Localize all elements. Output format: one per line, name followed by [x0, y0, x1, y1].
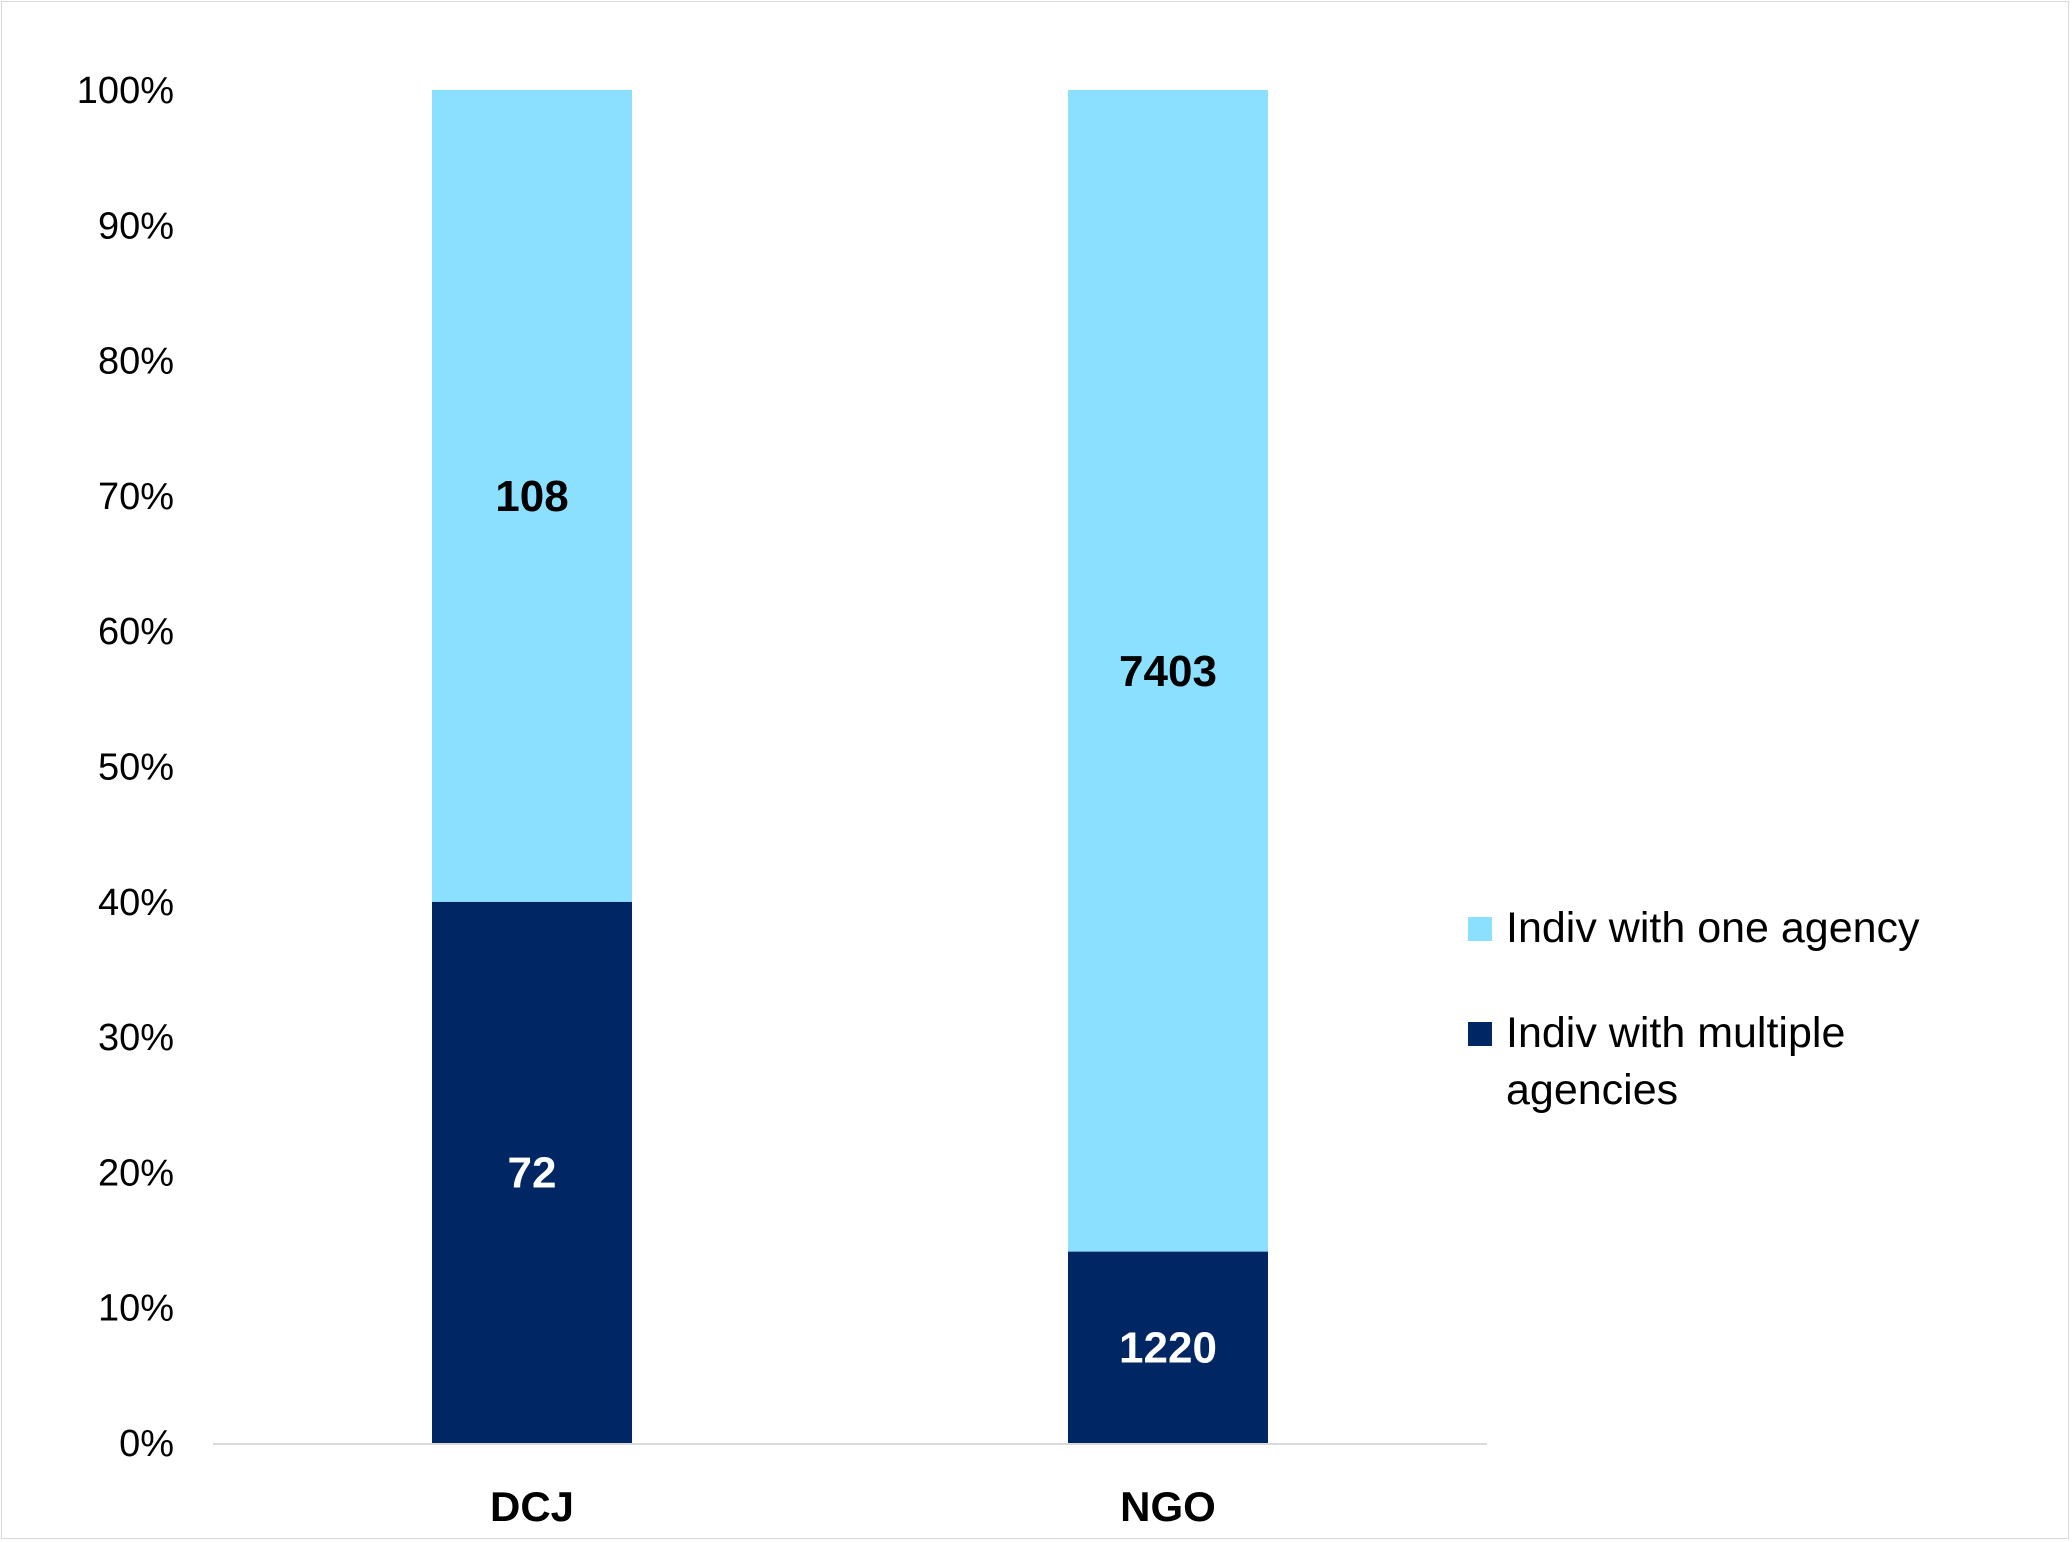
legend-label-one-agency: Indiv with one agency [1506, 904, 1920, 952]
data-label-ngo-indiv-with-multiple-agencies: 1220 [1119, 1323, 1217, 1372]
data-label-dcj-indiv-with-multiple-agencies: 72 [508, 1148, 557, 1197]
x-category-label-dcj: DCJ [490, 1483, 574, 1530]
y-tick-label: 30% [98, 1017, 174, 1059]
bar-segment-ngo-indiv-with-one-agency [1068, 90, 1268, 1252]
legend-label-multiple-agencies: Indiv with multiple agencies [1506, 1009, 1846, 1114]
legend-swatch-multiple-agencies [1468, 1022, 1492, 1046]
data-label-dcj-indiv-with-one-agency: 108 [495, 472, 568, 521]
y-tick-label: 90% [98, 205, 174, 247]
y-tick-label: 70% [98, 476, 174, 518]
y-tick-label: 100% [77, 70, 174, 112]
bar-segment-dcj-indiv-with-multiple-agencies [432, 901, 632, 1443]
y-tick-label: 80% [98, 341, 174, 383]
y-tick-label: 10% [98, 1288, 174, 1330]
y-tick-label: 0% [119, 1423, 174, 1465]
bar-segment-ngo-indiv-with-multiple-agencies [1068, 1251, 1268, 1443]
data-label-ngo-indiv-with-one-agency: 7403 [1119, 647, 1217, 696]
x-category-label-ngo: NGO [1120, 1483, 1216, 1530]
legend-item-one-agency: Indiv with one agency [1468, 900, 2028, 957]
y-tick-label: 50% [98, 747, 174, 789]
legend: Indiv with one agency Indiv with multipl… [1468, 900, 2028, 1167]
legend-item-multiple-agencies: Indiv with multiple agencies [1468, 1005, 2028, 1119]
y-tick-label: 40% [98, 882, 174, 924]
legend-swatch-one-agency [1468, 917, 1492, 941]
y-tick-label: 60% [98, 611, 174, 653]
bar-segment-dcj-indiv-with-one-agency [432, 90, 632, 902]
y-tick-label: 20% [98, 1152, 174, 1194]
